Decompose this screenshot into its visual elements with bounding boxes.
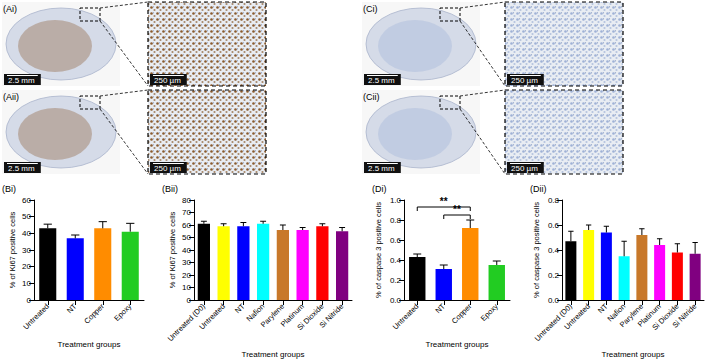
svg-text:50: 50 <box>182 233 191 242</box>
svg-text:(Ai): (Ai) <box>3 4 17 14</box>
svg-text:30: 30 <box>182 258 191 267</box>
svg-text:2.5 mm: 2.5 mm <box>368 164 395 173</box>
svg-text:40: 40 <box>182 246 191 255</box>
svg-text:NT: NT <box>233 302 247 316</box>
svg-text:Epoxy: Epoxy <box>479 302 500 323</box>
svg-text:Si Dioxide: Si Dioxide <box>650 301 681 332</box>
svg-text:2.5 mm: 2.5 mm <box>368 76 395 85</box>
svg-text:250 µm: 250 µm <box>154 76 181 85</box>
svg-text:0.4: 0.4 <box>548 246 560 255</box>
svg-text:Parylene: Parylene <box>617 301 646 330</box>
svg-text:20: 20 <box>22 262 31 271</box>
svg-text:Platinum: Platinum <box>635 301 663 329</box>
svg-text:Nafion: Nafion <box>605 301 628 324</box>
svg-text:60: 60 <box>22 196 31 205</box>
svg-text:(Ci): (Ci) <box>363 4 378 14</box>
svg-text:0.6: 0.6 <box>390 236 402 245</box>
svg-text:(Cii): (Cii) <box>363 92 380 102</box>
svg-text:Nafion: Nafion <box>244 301 267 324</box>
svg-text:20: 20 <box>182 271 191 280</box>
svg-text:0: 0 <box>187 296 192 305</box>
svg-text:250 µm: 250 µm <box>511 76 538 85</box>
svg-text:0.6: 0.6 <box>548 221 560 230</box>
svg-text:(Aii): (Aii) <box>3 92 19 102</box>
svg-text:% of Ki67 positive cells: % of Ki67 positive cells <box>168 211 177 288</box>
svg-text:Parylene: Parylene <box>258 301 287 330</box>
svg-text:2.5 mm: 2.5 mm <box>8 164 35 173</box>
svg-text:(Bii): (Bii) <box>162 184 178 194</box>
svg-text:(Dii): (Dii) <box>530 184 547 194</box>
svg-text:NT: NT <box>65 302 79 316</box>
svg-text:250 µm: 250 µm <box>154 164 181 173</box>
svg-text:NT: NT <box>434 302 448 316</box>
svg-text:Untreated (D0): Untreated (D0) <box>532 301 575 344</box>
svg-text:10: 10 <box>22 279 31 288</box>
svg-text:60: 60 <box>182 221 191 230</box>
svg-text:Treatment groups: Treatment groups <box>58 340 121 349</box>
svg-text:0.8: 0.8 <box>390 216 402 225</box>
svg-text:0.4: 0.4 <box>390 256 402 265</box>
svg-text:Copper: Copper <box>82 301 106 325</box>
svg-text:0.2: 0.2 <box>390 276 402 285</box>
svg-text:(Bi): (Bi) <box>2 184 16 194</box>
svg-text:Si Nitride: Si Nitride <box>317 302 345 330</box>
svg-text:0.0: 0.0 <box>390 296 402 305</box>
svg-text:Untreated: Untreated <box>21 302 51 332</box>
svg-text:Copper: Copper <box>450 301 474 325</box>
svg-text:**: ** <box>453 204 461 215</box>
svg-text:% of caspase 3 positive cells: % of caspase 3 positive cells <box>532 202 541 298</box>
svg-text:Treatment groups: Treatment groups <box>242 350 305 359</box>
svg-text:1.0: 1.0 <box>390 196 402 205</box>
svg-text:2.5 mm: 2.5 mm <box>8 76 35 85</box>
svg-text:Epoxy: Epoxy <box>112 302 133 323</box>
svg-text:0.0: 0.0 <box>548 296 560 305</box>
svg-text:250 µm: 250 µm <box>511 164 538 173</box>
svg-text:Untreated (D0): Untreated (D0) <box>165 301 208 344</box>
svg-text:Untreated: Untreated <box>562 302 592 332</box>
svg-text:0.8: 0.8 <box>548 196 560 205</box>
svg-text:30: 30 <box>22 246 31 255</box>
svg-text:**: ** <box>440 196 448 207</box>
svg-text:% of caspase 3 positive cells: % of caspase 3 positive cells <box>374 202 383 298</box>
svg-text:Si Nitride: Si Nitride <box>670 302 698 330</box>
svg-text:Treatment groups: Treatment groups <box>426 340 489 349</box>
svg-text:(Di): (Di) <box>372 184 387 194</box>
svg-text:Platinum: Platinum <box>278 301 306 329</box>
svg-text:40: 40 <box>22 229 31 238</box>
svg-text:Untreated: Untreated <box>197 302 227 332</box>
svg-text:50: 50 <box>22 212 31 221</box>
svg-text:NT: NT <box>596 302 610 316</box>
svg-text:Treatment groups: Treatment groups <box>602 350 665 359</box>
svg-text:0.2: 0.2 <box>548 271 560 280</box>
svg-text:Untreated: Untreated <box>391 302 421 332</box>
svg-text:80: 80 <box>182 196 191 205</box>
svg-text:0: 0 <box>27 296 32 305</box>
svg-text:70: 70 <box>182 208 191 217</box>
svg-text:% of Ki67 positive cells: % of Ki67 positive cells <box>8 211 17 288</box>
svg-text:10: 10 <box>182 283 191 292</box>
svg-text:Si Dioxide: Si Dioxide <box>295 301 326 332</box>
